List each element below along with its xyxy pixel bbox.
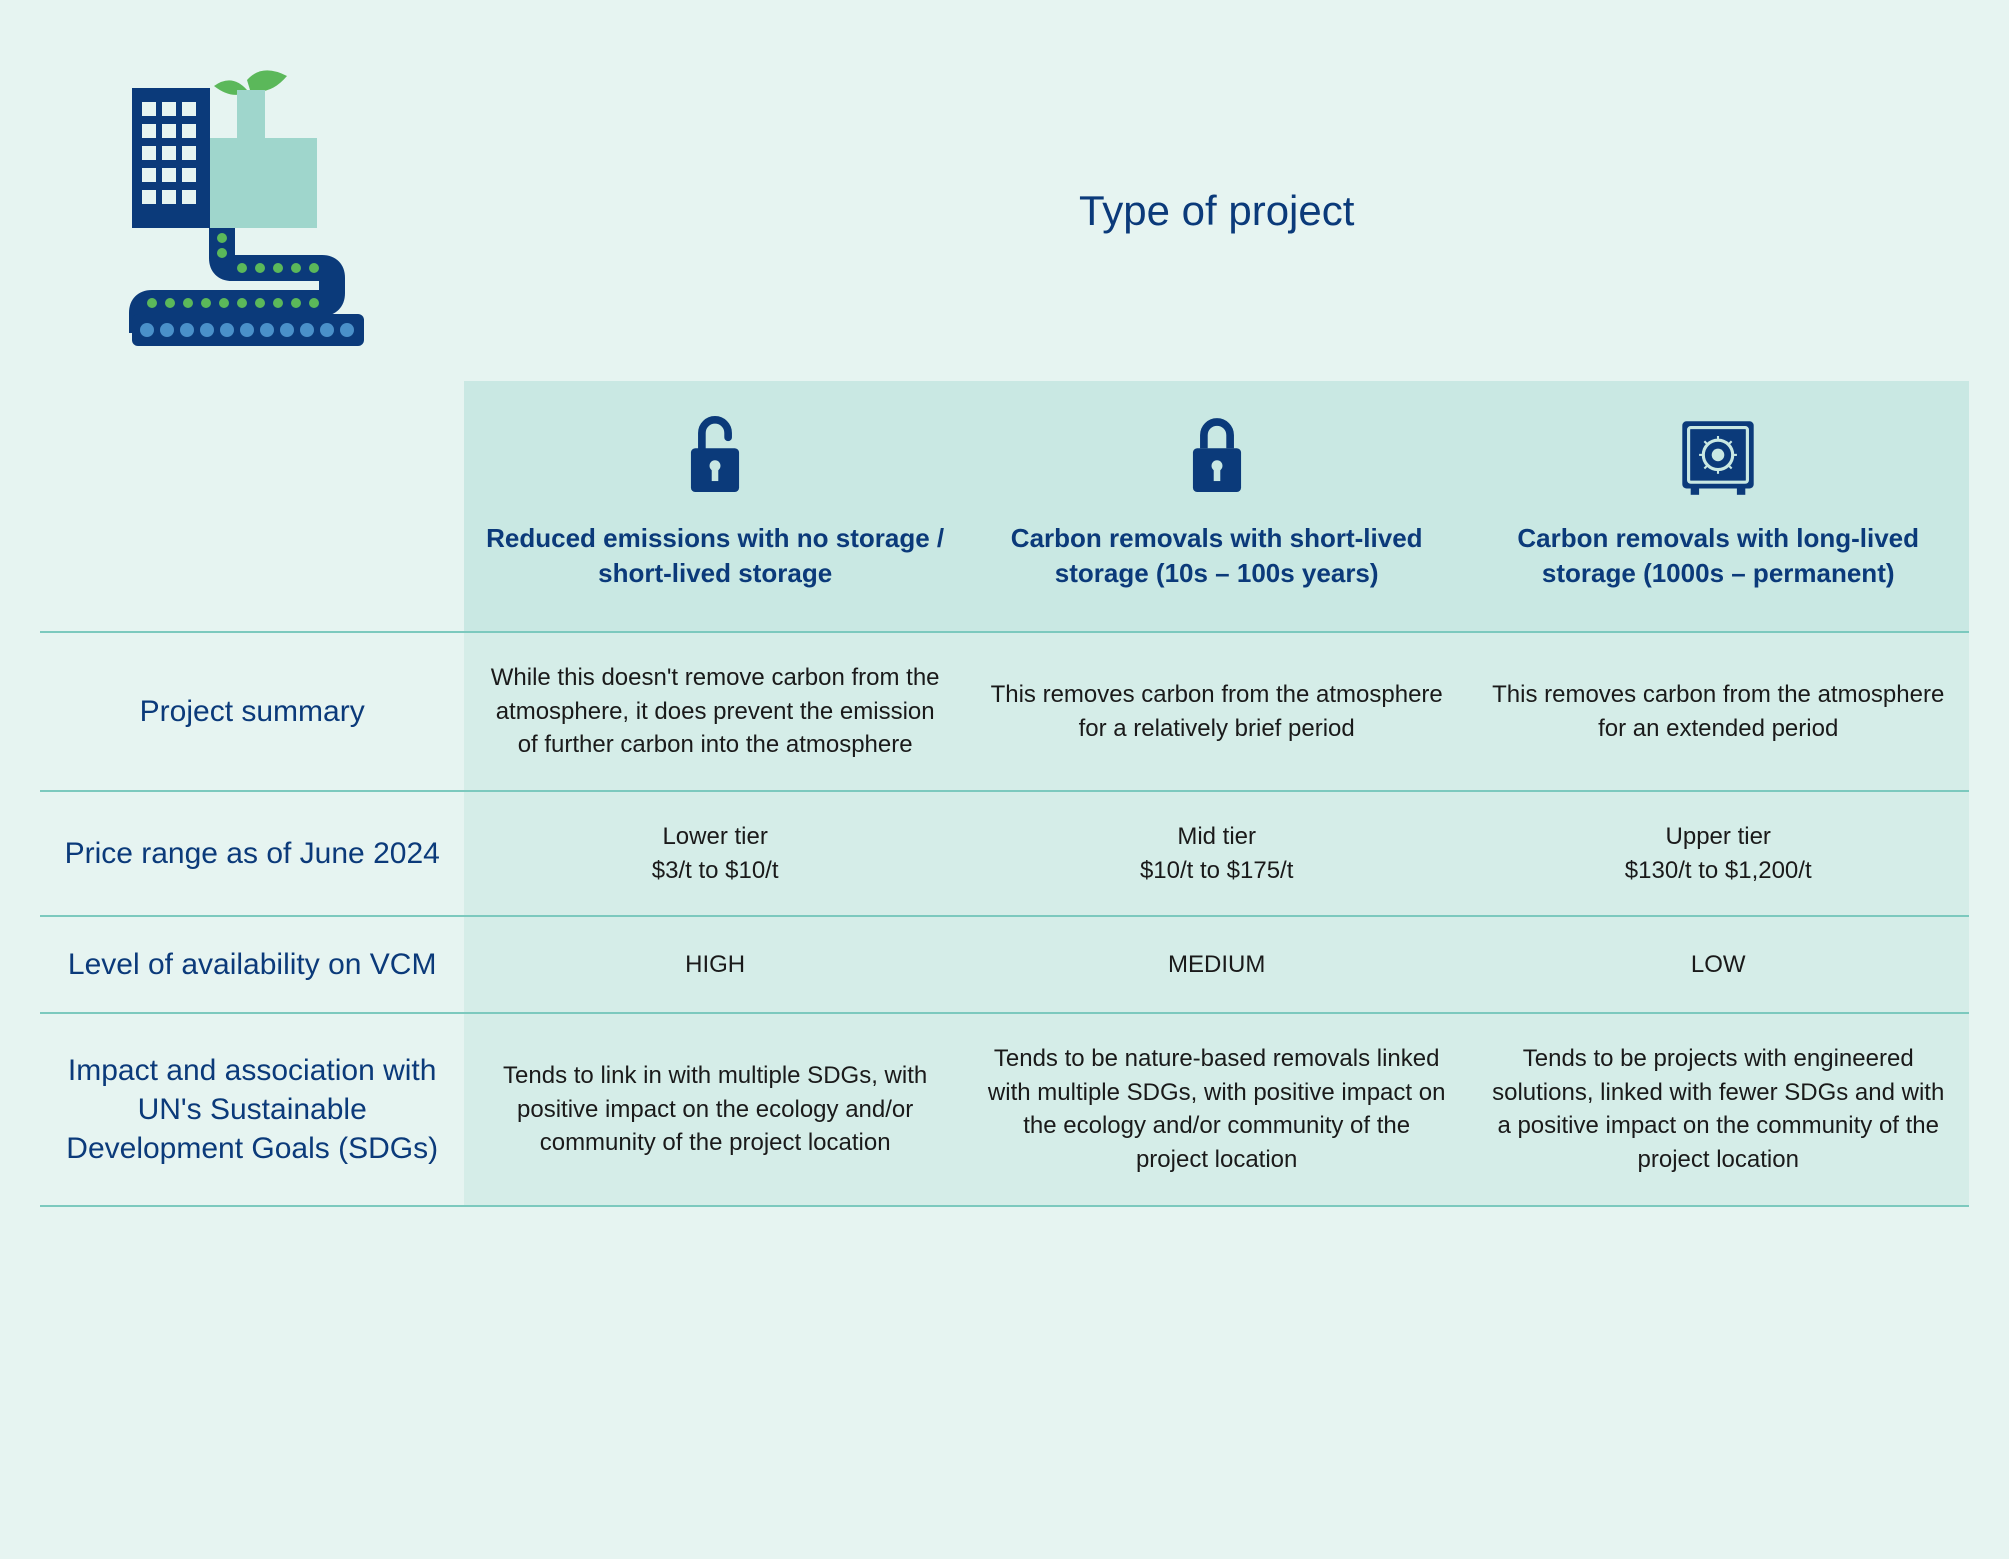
- unlocked-padlock-icon: [680, 413, 750, 501]
- safe-vault-icon: [1676, 415, 1760, 499]
- cell: This removes carbon from the atmosphere …: [1467, 632, 1969, 791]
- col-header-reduced-emissions: Reduced emissions with no storage / shor…: [464, 381, 966, 632]
- column-header-row: Reduced emissions with no storage / shor…: [40, 381, 1969, 632]
- factory-illustration-cell: [40, 40, 464, 381]
- table-row: Price range as of June 2024 Lower tier$3…: [40, 791, 1969, 916]
- table-row: Project summary While this doesn't remov…: [40, 632, 1969, 791]
- cell: Upper tier$130/t to $1,200/t: [1467, 791, 1969, 916]
- col-header-label: Reduced emissions with no storage / shor…: [484, 521, 946, 591]
- cell: This removes carbon from the atmosphere …: [966, 632, 1468, 791]
- locked-padlock-icon: [1182, 413, 1252, 501]
- col-header-long-lived: Carbon removals with long-lived storage …: [1467, 381, 1969, 632]
- table-row: Impact and association with UN's Sustain…: [40, 1013, 1969, 1205]
- col-header-short-lived: Carbon removals with short-lived storage…: [966, 381, 1468, 632]
- cell: Mid tier$10/t to $175/t: [966, 791, 1468, 916]
- cell: MEDIUM: [966, 916, 1468, 1013]
- cell: HIGH: [464, 916, 966, 1013]
- cell: Tends to be nature-based removals linked…: [966, 1013, 1468, 1205]
- cell: While this doesn't remove carbon from th…: [464, 632, 966, 791]
- cell: Lower tier$3/t to $10/t: [464, 791, 966, 916]
- header-spacer: [40, 381, 464, 632]
- project-type-comparison-table: Type of project Reduced emissions with n…: [40, 40, 1969, 1207]
- row-label-availability: Level of availability on VCM: [40, 916, 464, 1013]
- table-title: Type of project: [464, 40, 1969, 381]
- row-label-sdg: Impact and association with UN's Sustain…: [40, 1013, 464, 1205]
- table-row: Level of availability on VCM HIGH MEDIUM…: [40, 916, 1969, 1013]
- factory-emissions-icon: [92, 68, 412, 348]
- row-label-price: Price range as of June 2024: [40, 791, 464, 916]
- cell: Tends to link in with multiple SDGs, wit…: [464, 1013, 966, 1205]
- cell: LOW: [1467, 916, 1969, 1013]
- cell: Tends to be projects with engineered sol…: [1467, 1013, 1969, 1205]
- col-header-label: Carbon removals with long-lived storage …: [1487, 521, 1949, 591]
- row-label-summary: Project summary: [40, 632, 464, 791]
- col-header-label: Carbon removals with short-lived storage…: [986, 521, 1448, 591]
